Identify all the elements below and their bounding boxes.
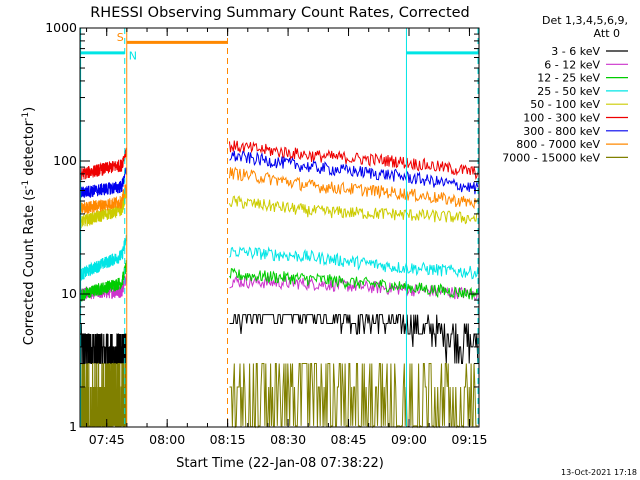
trace-segment <box>229 267 479 300</box>
legend-label: 7000 - 15000 keV <box>502 151 600 164</box>
trace-3-6keV <box>80 314 479 364</box>
y-axis-label-prefix: Corrected Count Rate (s <box>22 189 37 346</box>
trace-25-50keV <box>80 234 479 282</box>
trace-12-25keV <box>80 260 479 302</box>
y-axis: 1 10 100 1000 <box>45 20 479 434</box>
legend-label: 25 - 50 keV <box>537 85 600 98</box>
x-tick-label: 09:00 <box>391 432 427 447</box>
legend-header-line-2: Att 0 <box>594 27 620 40</box>
trace-segment <box>80 147 127 181</box>
trace-segment <box>229 246 479 280</box>
trace-segment <box>229 150 479 195</box>
x-axis: 07:45 08:00 08:15 08:30 08:45 09:00 09:15 <box>86 28 487 447</box>
legend-label: 300 - 800 keV <box>523 125 600 138</box>
night-label: N <box>129 49 137 62</box>
y-axis-label-sup2: -1 <box>21 112 31 121</box>
y-axis-label-suffix: ) <box>22 107 37 112</box>
legend-label: 800 - 7000 keV <box>516 138 600 151</box>
trace-segment <box>229 140 479 180</box>
chart-title: RHESSI Observing Summary Count Rates, Co… <box>90 5 470 21</box>
y-axis-label: Corrected Count Rate (s-1 detector-1) <box>21 107 37 345</box>
x-tick-label: 08:15 <box>210 432 246 447</box>
trace-segment <box>80 167 127 198</box>
x-axis-label: Start Time (22-Jan-08 07:38:22) <box>176 456 384 471</box>
trace-segment <box>229 314 479 364</box>
footer-timestamp: 13-Oct-2021 17:18 <box>561 468 637 477</box>
trace-segment <box>80 323 127 364</box>
trace-segment <box>229 166 479 210</box>
y-tick-label: 1000 <box>45 20 77 35</box>
y-tick-label: 100 <box>53 153 77 168</box>
event-markers: SN <box>80 28 479 427</box>
plot-frame <box>79 27 480 428</box>
legend-label: 6 - 12 keV <box>544 58 600 71</box>
x-tick-label: 08:45 <box>331 432 367 447</box>
trace-800-7000keV <box>80 166 479 214</box>
x-tick-label: 08:00 <box>149 432 185 447</box>
y-tick-label: 1 <box>69 419 77 434</box>
trace-300-800keV <box>80 150 479 198</box>
trace-segment <box>80 234 127 282</box>
x-tick-label: 08:30 <box>270 432 306 447</box>
y-axis-label-mid: detector <box>22 120 37 180</box>
trace-segment <box>80 260 127 302</box>
x-tick-label: 07:45 <box>89 432 125 447</box>
y-axis-label-sup: -1 <box>21 180 31 189</box>
legend-label: 100 - 300 keV <box>523 112 600 125</box>
x-tick-label: 09:15 <box>451 432 487 447</box>
legend-label: 50 - 100 keV <box>530 98 600 111</box>
data-traces <box>80 140 479 429</box>
saa-label: S <box>117 31 124 44</box>
legend-header-line-1: Det 1,3,4,5,6,9, <box>542 14 628 27</box>
legend-label: 3 - 6 keV <box>551 45 600 58</box>
y-tick-label: 10 <box>61 286 77 301</box>
trace-segment <box>80 363 127 428</box>
trace-segment <box>80 184 127 214</box>
trace-segment <box>229 195 479 225</box>
legend-label: 12 - 25 keV <box>537 72 600 85</box>
trace-100-300keV <box>80 140 479 181</box>
